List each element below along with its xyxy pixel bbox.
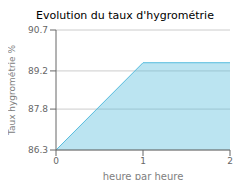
svg-text:Taux hygrométrie %: Taux hygrométrie % xyxy=(8,44,17,136)
svg-text:2: 2 xyxy=(227,156,233,166)
svg-text:0: 0 xyxy=(53,156,59,166)
svg-text:89.2: 89.2 xyxy=(28,66,48,76)
svg-text:86.3: 86.3 xyxy=(28,145,48,155)
svg-text:heure par heure: heure par heure xyxy=(103,171,184,180)
svg-text:87.8: 87.8 xyxy=(28,104,48,114)
svg-text:90.7: 90.7 xyxy=(28,25,48,35)
html-text:Evolution du taux d'hygrométri: Evolution du taux d'hygrométrie xyxy=(36,9,214,22)
svg-text:1: 1 xyxy=(140,156,146,166)
